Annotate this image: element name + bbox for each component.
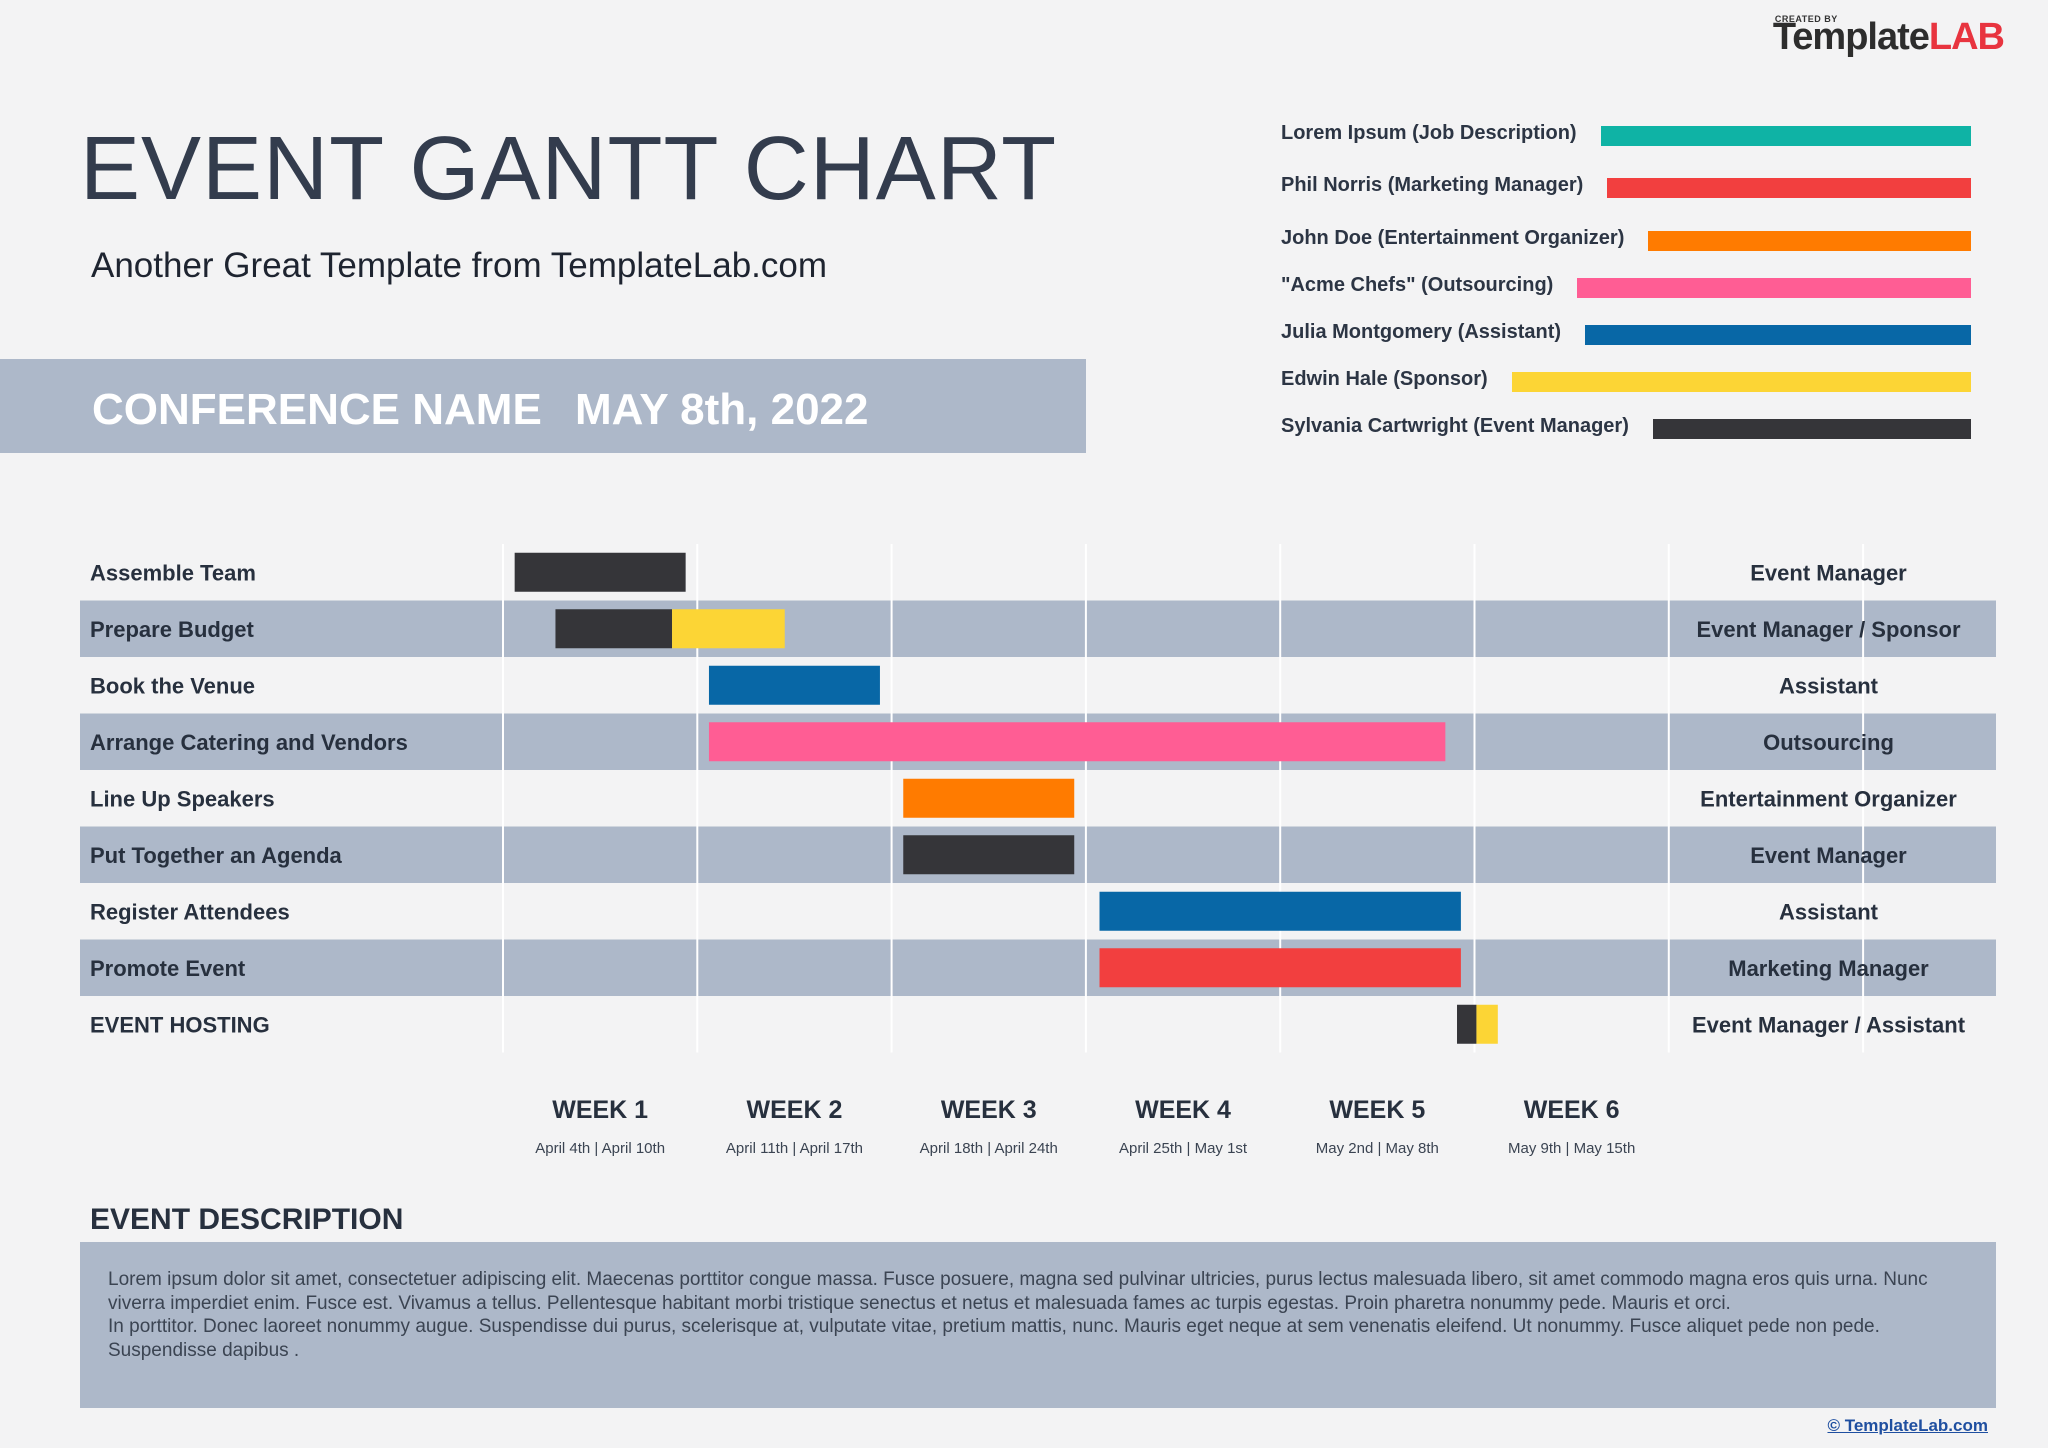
logo-template-text: Template <box>1772 16 1930 58</box>
task-label: Register Attendees <box>90 899 290 924</box>
week-label: WEEK 6 <box>1524 1096 1620 1124</box>
task-bar[interactable] <box>1457 1004 1477 1044</box>
description-paragraph-2: In porttitor. Donec laoreet nonummy augu… <box>108 1316 1880 1361</box>
task-bar[interactable] <box>708 722 1446 762</box>
task-label: Prepare Budget <box>90 617 254 642</box>
legend-label: John Doe (Entertainment Organizer) <box>1281 227 1625 249</box>
legend-color-bar <box>1652 419 1971 439</box>
task-owner: Outsourcing <box>1763 730 1894 755</box>
week-dates: May 2nd | May 8th <box>1316 1140 1439 1157</box>
task-owner: Assistant <box>1779 673 1879 698</box>
week-dates: April 4th | April 10th <box>535 1140 665 1157</box>
task-label: EVENT HOSTING <box>90 1012 270 1037</box>
task-label: Promote Event <box>90 956 246 981</box>
week-dates: April 25th | May 1st <box>1119 1140 1248 1157</box>
legend-label: Lorem Ipsum (Job Description) <box>1281 122 1577 144</box>
legend-color-bar <box>1585 325 1971 345</box>
task-owner: Event Manager / Assistant <box>1692 1012 1966 1037</box>
logo-created-by: CREATED BY <box>1774 14 1838 24</box>
task-owner: Event Manager <box>1750 843 1907 868</box>
legend-color-bar <box>1511 372 1971 392</box>
task-bar[interactable] <box>1476 1004 1498 1044</box>
task-bar[interactable] <box>903 835 1075 875</box>
task-bar[interactable] <box>708 665 880 705</box>
legend-color-bar <box>1607 178 1971 198</box>
task-label: Line Up Speakers <box>90 786 275 811</box>
task-bar[interactable] <box>555 609 673 649</box>
task-label: Put Together an Agenda <box>90 843 343 868</box>
logo-lab-text: LAB <box>1928 16 2005 58</box>
legend-color-bar <box>1577 278 1971 298</box>
task-owner: Assistant <box>1779 899 1879 924</box>
week-label: WEEK 3 <box>941 1096 1037 1124</box>
footer-link[interactable]: © TemplateLab.com <box>1827 1416 1988 1435</box>
conference-name[interactable]: CONFERENCE NAME <box>92 385 542 434</box>
task-owner: Marketing Manager <box>1728 956 1929 981</box>
logo-wordmark: TemplateLAB <box>1772 16 2005 59</box>
page-title: EVENT GANTT CHART <box>80 119 1058 219</box>
task-bar[interactable] <box>1099 948 1461 988</box>
legend-label: Julia Montgomery (Assistant) <box>1281 321 1562 343</box>
legend-label: Phil Norris (Marketing Manager) <box>1281 174 1584 196</box>
description-paragraph-1: Lorem ipsum dolor sit amet, consectetuer… <box>108 1269 1928 1314</box>
task-bar[interactable] <box>672 609 785 649</box>
event-description-title: EVENT DESCRIPTION <box>90 1203 404 1236</box>
week-label: WEEK 5 <box>1329 1096 1425 1124</box>
week-dates: April 18th | April 24th <box>920 1140 1058 1157</box>
task-owner: Event Manager <box>1750 560 1907 585</box>
week-dates: May 9th | May 15th <box>1508 1140 1635 1157</box>
task-bar[interactable] <box>1099 891 1461 931</box>
event-description-box[interactable]: Lorem ipsum dolor sit amet, consectetuer… <box>80 1242 1996 1408</box>
task-bar[interactable] <box>514 552 686 592</box>
conference-banner: CONFERENCE NAME MAY 8th, 2022 <box>0 359 1086 453</box>
row-band <box>80 600 1996 657</box>
row-band <box>80 939 1996 996</box>
task-label: Arrange Catering and Vendors <box>90 730 408 755</box>
task-label: Assemble Team <box>90 560 256 585</box>
week-label: WEEK 4 <box>1135 1096 1231 1124</box>
task-bar[interactable] <box>903 778 1075 818</box>
legend-label: Sylvania Cartwright (Event Manager) <box>1281 415 1629 437</box>
task-owner: Event Manager / Sponsor <box>1696 617 1960 642</box>
conference-date[interactable]: MAY 8th, 2022 <box>575 385 869 434</box>
legend-color-bar <box>1600 126 1971 146</box>
legend: Lorem Ipsum (Job Description) Phil Norris… <box>1281 0 1971 460</box>
legend-label: "Acme Chefs" (Outsourcing) <box>1281 274 1554 296</box>
week-label: WEEK 2 <box>747 1096 843 1124</box>
page-subtitle: Another Great Template from TemplateLab.… <box>91 246 828 285</box>
task-label: Book the Venue <box>90 673 255 698</box>
task-owner: Entertainment Organizer <box>1700 786 1957 811</box>
legend-label: Edwin Hale (Sponsor) <box>1281 368 1488 390</box>
week-label: WEEK 1 <box>552 1096 648 1124</box>
legend-color-bar <box>1648 231 1971 251</box>
templatelab-logo: CREATED BY TemplateLAB <box>1772 10 2005 59</box>
week-dates: April 11th | April 17th <box>726 1140 863 1157</box>
